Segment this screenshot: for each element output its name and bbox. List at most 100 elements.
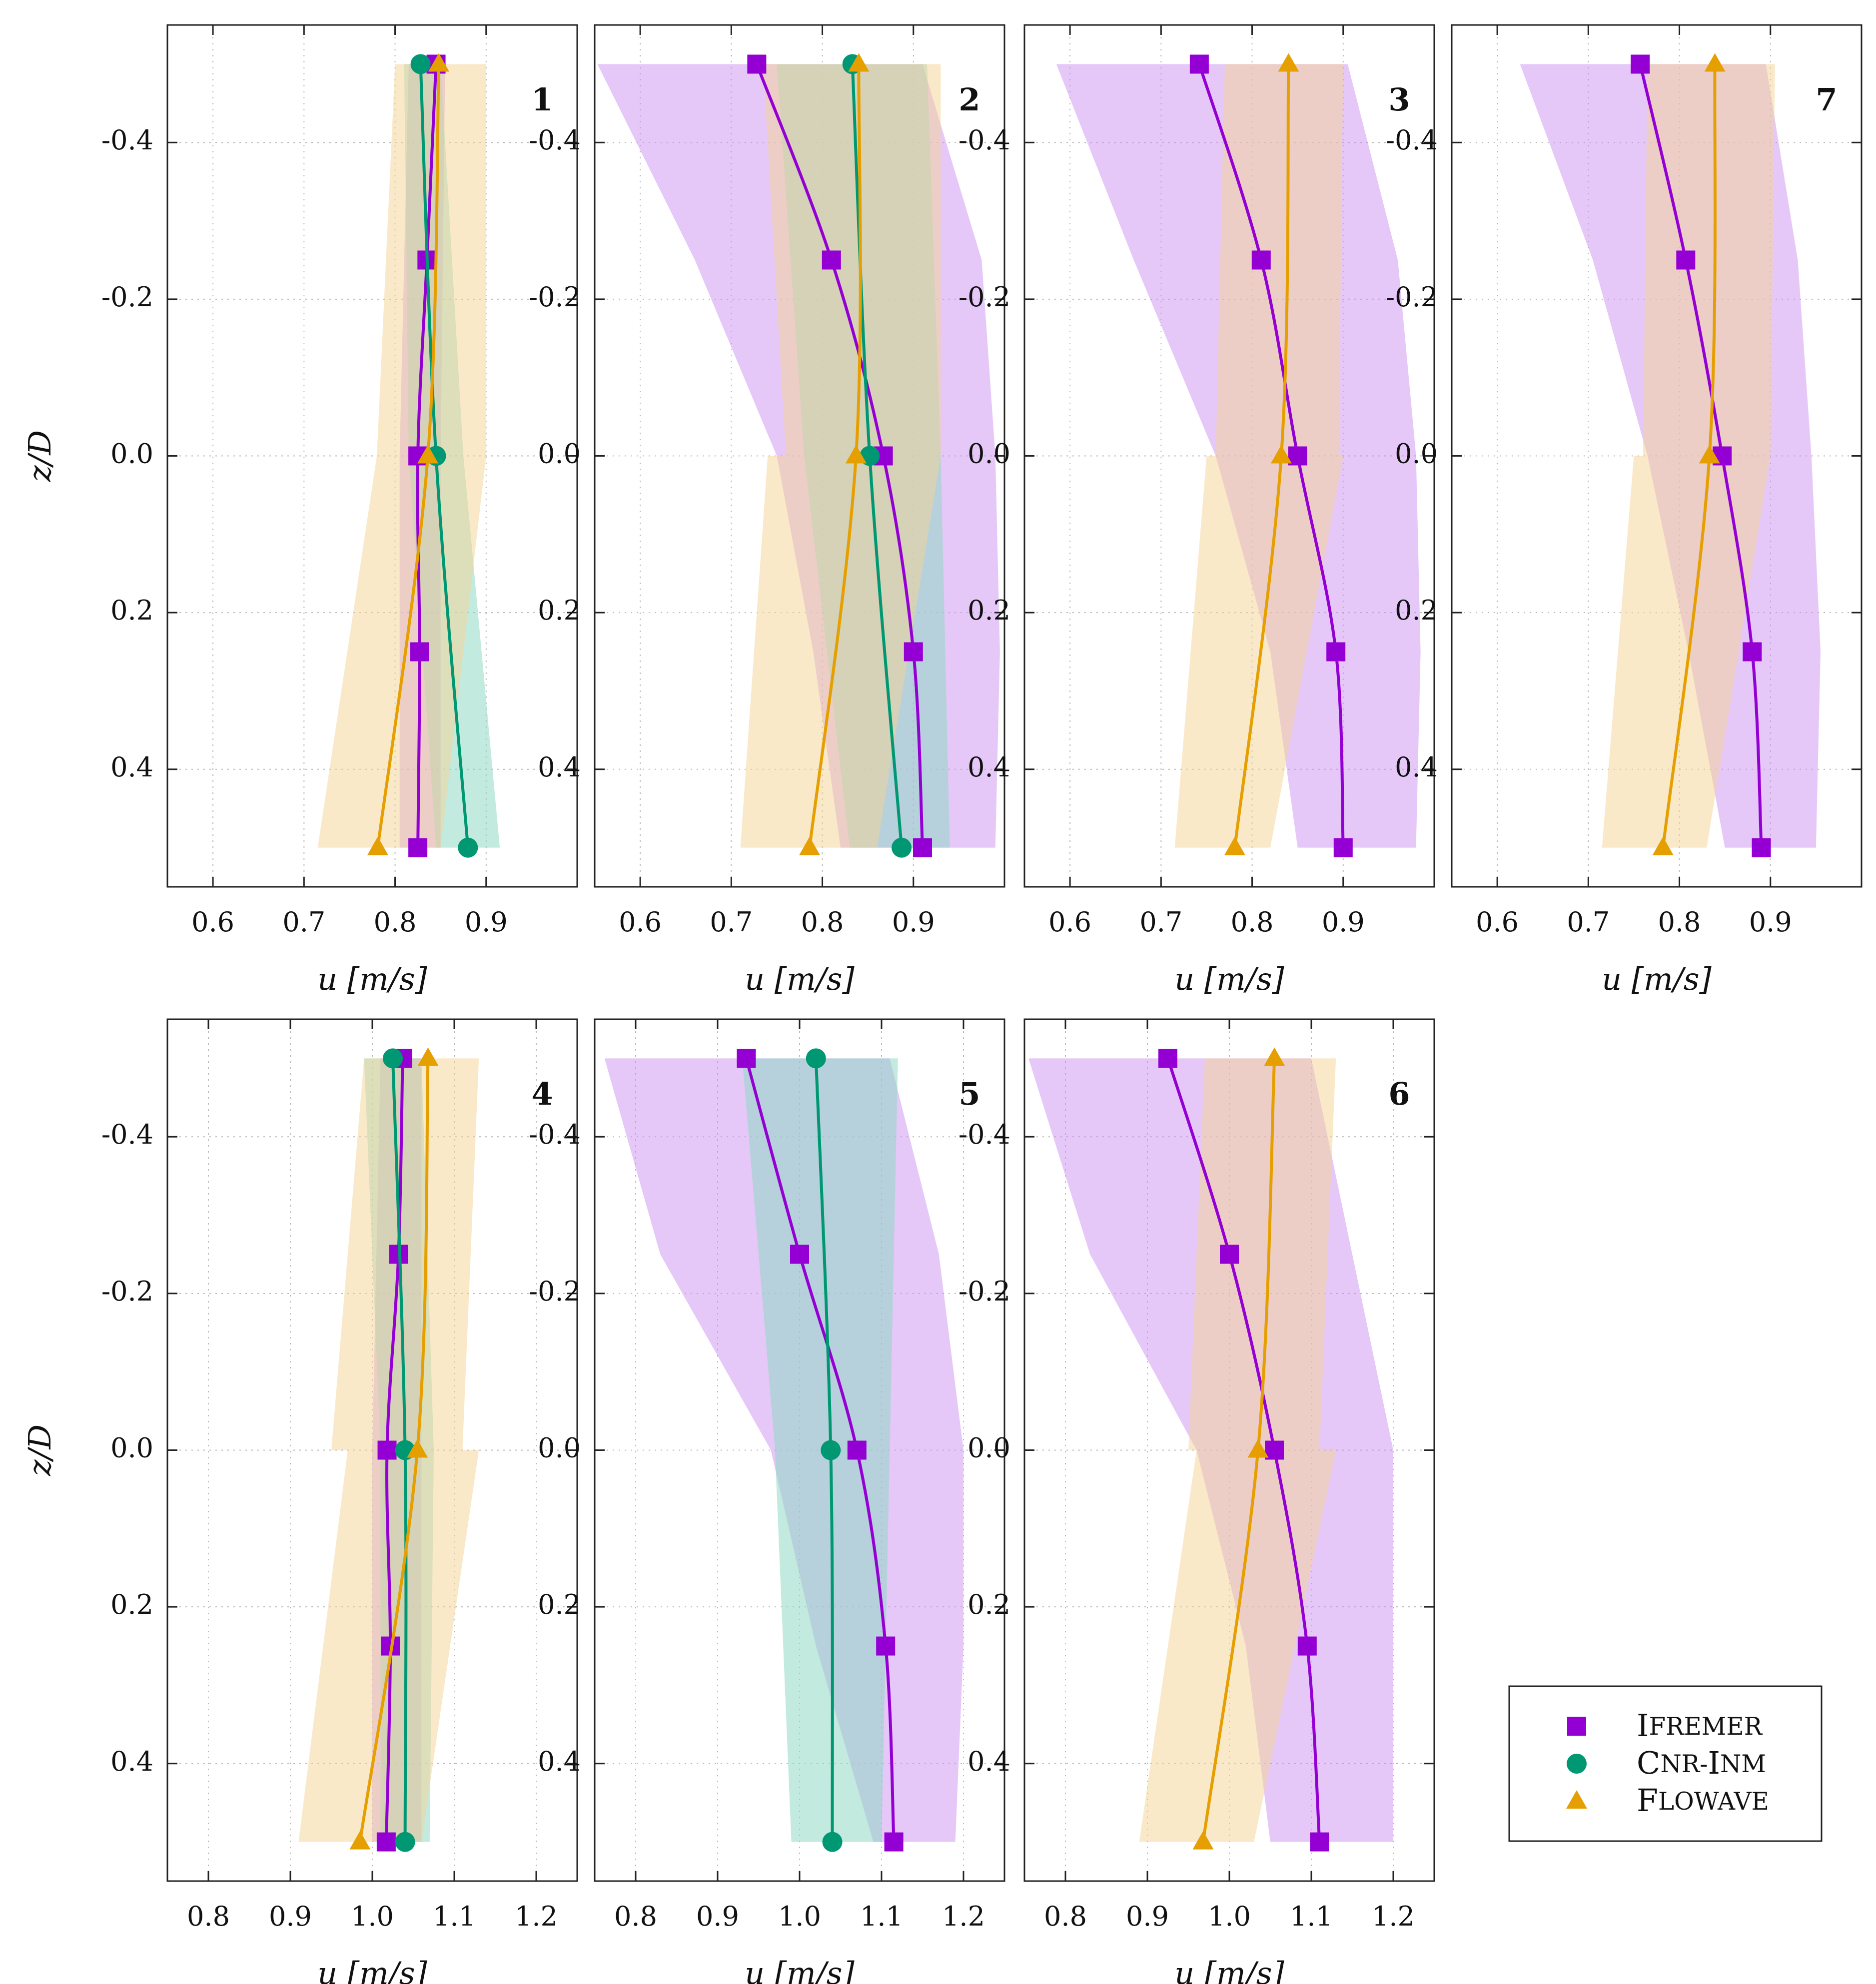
point-cnr [821, 1440, 841, 1460]
x-tick-label: 1.0 [1208, 1901, 1251, 1932]
x-tick-label: 1.1 [1290, 1901, 1333, 1932]
panel-4: 0.8 0.9 1.0 1.1 1.2 -0.4 -0.2 0.0 0.2 0.4 4 u [m/s]… [21, 1018, 578, 1984]
x-tick-label: 0.6 [619, 906, 662, 938]
point-ifremer [790, 1245, 809, 1264]
point-flowave [1699, 445, 1720, 464]
y-tick-label: 0.0 [967, 438, 1010, 470]
y-tick-label: -0.4 [101, 1119, 153, 1150]
x-tick-label: 1.0 [351, 1901, 394, 1932]
x-tick-label: 0.7 [282, 906, 325, 938]
legend-marker-cnr [1567, 1754, 1587, 1774]
band-flowave [1174, 64, 1343, 848]
y-tick-label: 0.0 [538, 438, 581, 470]
point-ifremer [904, 642, 923, 661]
x-tick-label: 1.1 [433, 1901, 476, 1932]
band-flowave [1139, 1058, 1336, 1842]
y-tick-label: 0.2 [538, 595, 581, 626]
x-tick-label: 0.6 [1476, 906, 1519, 938]
panel-5: 0.8 0.9 1.0 1.1 1.2 -0.4 -0.2 0.0 0.2 0.4 5 u [m/s] [529, 1018, 1005, 1984]
panel-number: 6 [1388, 1076, 1410, 1112]
point-cnr [822, 1832, 843, 1852]
x-tick-label: 0.8 [1658, 906, 1701, 938]
legend-item-flowave: FLOWAVE [1566, 1782, 1769, 1819]
panel-number: 5 [958, 1076, 980, 1112]
point-ifremer [1752, 838, 1771, 857]
legend-box [1508, 1685, 1823, 1842]
point-flowave [407, 1439, 428, 1458]
point-flowave [845, 445, 867, 464]
x-tick-label: 0.7 [1139, 906, 1182, 938]
x-tick-label: 0.9 [1322, 906, 1365, 938]
panel-number: 3 [1388, 81, 1410, 118]
panel-1: 0.6 0.7 0.8 0.9 -0.4 -0.2 0.0 0.2 0.4 1 u [m/s] z/D [21, 24, 578, 997]
point-cnr [383, 1048, 403, 1069]
panel-number: 2 [958, 81, 980, 118]
legend-item-ifremer: IFREMER [1567, 1707, 1763, 1744]
point-flowave [1224, 836, 1245, 855]
point-ifremer [737, 1049, 756, 1068]
point-ifremer [1297, 1636, 1317, 1656]
point-flowave [417, 1047, 439, 1066]
point-flowave [417, 445, 439, 464]
y-axis-label: z/D [21, 1424, 58, 1476]
y-tick-label: 0.0 [538, 1432, 581, 1464]
x-axis-label: u [m/s] [1602, 961, 1712, 997]
point-ifremer [1251, 250, 1271, 270]
point-cnr [410, 54, 431, 74]
y-tick-label: -0.4 [958, 124, 1010, 156]
point-ifremer [1743, 642, 1762, 661]
y-tick-label: 0.2 [1395, 595, 1438, 626]
x-tick-label: 1.0 [778, 1901, 821, 1932]
y-tick-label: -0.2 [958, 1276, 1010, 1307]
point-ifremer [377, 1440, 397, 1460]
point-flowave [1704, 53, 1726, 72]
point-ifremer [1265, 1440, 1284, 1460]
x-axis-label: u [m/s] [1174, 961, 1284, 997]
point-flowave [1247, 1439, 1269, 1458]
y-tick-label: -0.2 [958, 281, 1010, 313]
y-tick-label: 0.4 [110, 751, 153, 783]
point-ifremer [1288, 446, 1307, 466]
point-flowave [799, 836, 821, 855]
point-ifremer [913, 838, 932, 857]
x-tick-label: 1.1 [860, 1901, 903, 1932]
band-flowave [1602, 64, 1775, 848]
legend-item-cnr: CNR-INM [1567, 1745, 1766, 1781]
panel-6: 0.8 0.9 1.0 1.1 1.2 -0.4 -0.2 0.0 0.2 0.4 6 u [m/s] [958, 1018, 1435, 1984]
x-axis-label: u [m/s] [745, 961, 855, 997]
y-tick-label: -0.2 [529, 1276, 581, 1307]
point-cnr [806, 1048, 826, 1069]
y-axis-label: z/D [21, 430, 58, 482]
band-cnr [742, 1058, 898, 1842]
x-axis-label: u [m/s] [317, 1955, 427, 1984]
point-flowave [428, 53, 450, 72]
point-flowave [1264, 1047, 1285, 1066]
x-tick-label: 0.9 [892, 906, 935, 938]
panel-number: 4 [531, 1076, 553, 1112]
point-ifremer [847, 1440, 867, 1460]
x-tick-label: 0.8 [801, 906, 844, 938]
panel-3: 0.6 0.7 0.8 0.9 -0.4 -0.2 0.0 0.2 0.4 3 u [m/s] [958, 24, 1435, 997]
x-tick-label: 1.2 [942, 1901, 985, 1932]
panel-number: 1 [531, 81, 553, 118]
y-tick-label: 0.2 [110, 595, 153, 626]
x-tick-label: 0.8 [614, 1901, 657, 1932]
x-tick-label: 0.9 [269, 1901, 312, 1932]
x-tick-label: 0.7 [1567, 906, 1610, 938]
y-tick-label: 0.2 [967, 1589, 1010, 1620]
y-tick-label: 0.0 [1395, 438, 1438, 470]
point-ifremer [1158, 1049, 1177, 1068]
x-tick-label: 1.2 [1372, 1901, 1415, 1932]
legend-label-ifremer: IFREMER [1637, 1707, 1763, 1744]
y-tick-label: 0.4 [538, 1746, 581, 1777]
x-tick-label: 0.8 [1044, 1901, 1087, 1932]
point-flowave [1278, 53, 1299, 72]
x-tick-label: 0.9 [1126, 1901, 1169, 1932]
point-ifremer [747, 54, 767, 74]
y-tick-label: 0.4 [538, 751, 581, 783]
point-ifremer [1676, 250, 1696, 270]
y-tick-label: 0.2 [538, 1589, 581, 1620]
x-tick-label: 0.9 [696, 1901, 739, 1932]
